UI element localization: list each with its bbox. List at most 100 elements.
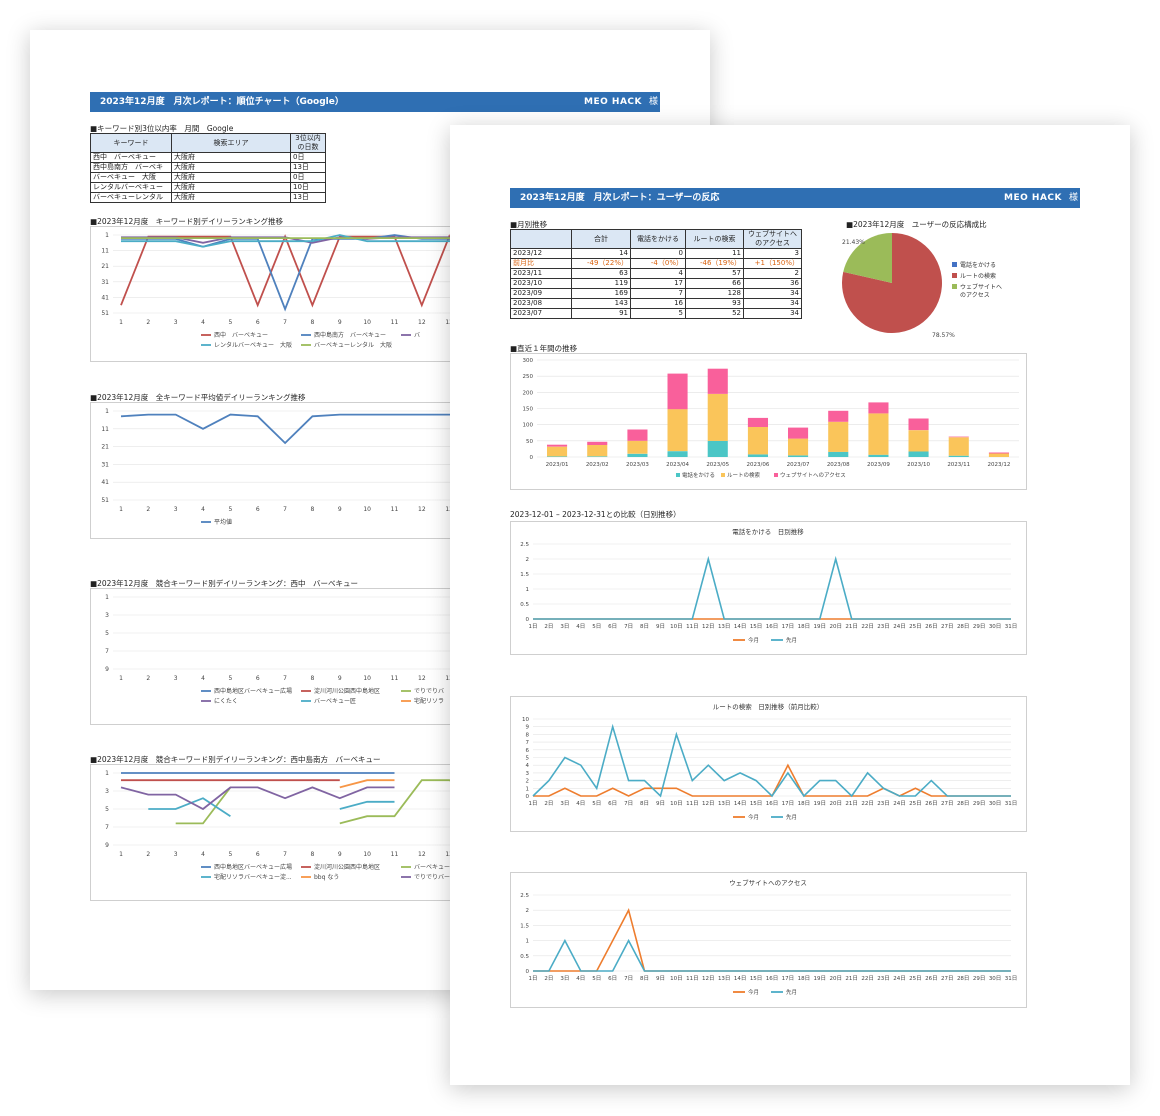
legend-swatch: [721, 473, 725, 477]
x-tick-label: 13日: [718, 623, 731, 630]
table-cell: バーベキュー 大阪: [90, 172, 172, 183]
table-cell: 93: [685, 298, 744, 309]
x-tick-label: 28日: [957, 975, 970, 982]
y-tick-label: 1: [105, 594, 109, 601]
bar-segment: [667, 451, 688, 457]
x-tick-label: 11日: [686, 623, 699, 630]
chart-title: 電話をかける 日別推移: [732, 527, 804, 536]
x-tick-label: 10: [363, 851, 371, 858]
bar-segment: [707, 368, 728, 394]
x-tick-label: 13日: [718, 975, 731, 982]
col-keyword: キーワード: [90, 133, 172, 153]
table-cell: 2023/10: [510, 278, 572, 289]
table-cell: 西中 バーベキュー: [90, 152, 172, 163]
x-tick-label: 25日: [909, 800, 922, 807]
y-tick-label: 7: [105, 824, 109, 831]
legend-label: にくたく: [214, 698, 238, 705]
page-title: 2023年12月度 月次レポート：順位チャート（Google）: [100, 97, 344, 107]
bar-segment: [788, 438, 809, 456]
x-tick-label: 26日: [925, 975, 938, 982]
x-tick-label: 18日: [798, 800, 811, 807]
y-tick-label: 11: [101, 248, 109, 255]
legend-label: ウェブサイトへのアクセス: [960, 283, 1002, 299]
col-days: 3位以内 の日数: [290, 133, 326, 153]
y-tick-label: 3: [526, 771, 530, 777]
series-line: [532, 723, 1011, 798]
bar-segment: [707, 440, 728, 457]
table-cell: 36: [743, 278, 802, 289]
x-tick-label: 1: [119, 675, 123, 682]
col-call: 電話をかける: [630, 229, 686, 249]
legend-label: 電話をかける: [960, 261, 996, 269]
y-tick-label: 31: [101, 461, 109, 468]
table-cell: 13日: [290, 162, 326, 173]
x-tick-label: 10: [363, 675, 371, 682]
table-cell: 2023/09: [510, 288, 572, 299]
series-line: [533, 555, 1011, 620]
y-tick-label: 41: [101, 294, 109, 301]
x-tick-label: 9日: [656, 800, 665, 807]
table-cell: 13日: [290, 192, 326, 203]
legend-label: 西中島地区バーベキュー広場: [214, 863, 292, 871]
pie-heading: ■2023年12月度 ユーザーの反応構成比: [846, 220, 987, 229]
table-cell: 2023/08: [510, 298, 572, 309]
monthly-heading: ■月別推移: [510, 220, 548, 229]
x-tick-label: 25日: [909, 975, 922, 982]
table-row: 2023/09 169 7 128 34: [510, 288, 802, 299]
legend-label: 今月: [748, 636, 759, 644]
chart-title-keyword-ranking: ■2023年12月度 キーワード別デイリーランキング推移: [90, 217, 283, 226]
table-cell: 0日: [290, 172, 326, 183]
x-tick-label: 30日: [989, 800, 1002, 807]
x-tick-label: 22日: [861, 800, 874, 807]
table-cell: 7: [630, 288, 686, 299]
table-cell: 大阪府: [171, 192, 291, 203]
table-cell: 91: [571, 308, 631, 319]
daily-compare-heading: 2023-12-01 – 2023-12-31との比較（日別推移）: [510, 510, 681, 519]
col-total: 合計: [571, 229, 631, 249]
x-tick-label: 3: [174, 506, 178, 513]
x-tick-label: 21日: [845, 800, 858, 807]
keyword-rate-table: キーワード 検索エリア 3位以内 の日数 西中 バーベキュー 大阪府 0日 西中島南方…: [90, 133, 326, 203]
daily-route-chart: ルートの検索 日別推移（前月比較） 0 1 2 3 4 5 6 7 8 9 10 1日 2日 3日 4日 5日 6…: [510, 696, 1027, 832]
x-tick-label: 1日: [529, 975, 538, 982]
x-tick-label: 4: [201, 506, 205, 513]
x-tick-label: 12: [418, 851, 426, 858]
annual-stacked-bar-chart: 0 50 100 150 200 250 300 2023/01 2023/02 2023/03 2…: [510, 353, 1027, 490]
page-header: 2023年12月度 月次レポート：ユーザーの反応 MEO HACK 様: [510, 188, 1080, 208]
bar-segment: [948, 436, 969, 438]
x-tick-label: 7: [283, 851, 287, 858]
legend-label: ルートの検索: [960, 272, 996, 280]
table-cell: 34: [743, 288, 802, 299]
col-month: [510, 229, 572, 249]
x-tick-label: 18日: [798, 623, 811, 630]
table-row: 西中島南方 バーベキ 大阪府 13日: [90, 162, 326, 173]
legend-label: 先月: [786, 988, 797, 996]
x-tick-label: 7: [283, 675, 287, 682]
x-tick-label: 8: [311, 319, 315, 326]
table-cell: 大阪府: [171, 162, 291, 173]
table-row: バーベキューレンタル 大阪府 13日: [90, 192, 326, 203]
bar-segment: [747, 417, 768, 427]
x-tick-label: 2023/08: [827, 462, 850, 468]
x-tick-label: 2023/12: [987, 462, 1010, 468]
x-tick-label: 23日: [877, 975, 890, 982]
y-tick-label: 3: [105, 612, 109, 619]
bar-segment: [667, 409, 688, 452]
x-tick-label: 5: [228, 675, 232, 682]
bar-segment: [788, 427, 809, 439]
x-tick-label: 8日: [640, 623, 649, 630]
x-tick-label: 15日: [750, 975, 763, 982]
x-tick-label: 16日: [766, 623, 779, 630]
table-cell: 34: [743, 308, 802, 319]
y-tick-label: 0.5: [520, 954, 529, 960]
x-tick-label: 30日: [989, 975, 1002, 982]
table-row: 2023/11 63 4 57 2: [510, 268, 802, 279]
x-tick-label: 7: [283, 506, 287, 513]
table-cell: -49（22%）: [571, 258, 631, 269]
x-tick-label: 8日: [640, 975, 649, 982]
legend-label: 先月: [786, 813, 797, 821]
legend-label: 宅配リソラ: [414, 697, 444, 705]
table-cell: -46（19%）: [685, 258, 744, 269]
y-tick-label: 7: [526, 740, 530, 746]
table-row: 2023/08 143 16 93 34: [510, 298, 802, 309]
